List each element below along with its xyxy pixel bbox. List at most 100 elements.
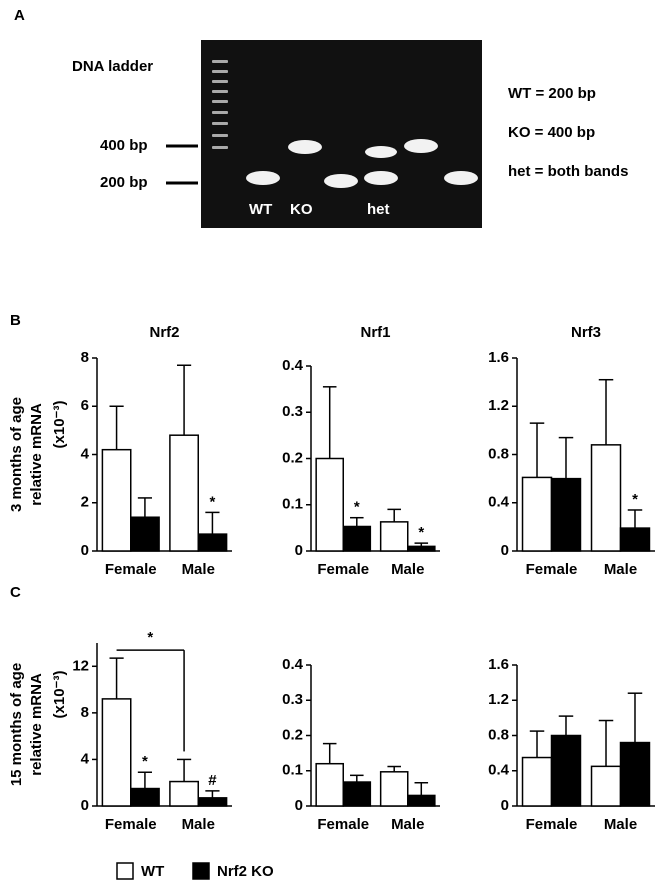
error-bar: [109, 657, 124, 699]
x-tick-label: Male: [182, 816, 215, 833]
bar: [315, 457, 345, 552]
significance-mark: *: [418, 524, 424, 541]
y-tick-label: 6: [81, 397, 89, 414]
bar: [407, 545, 436, 552]
x-tick-label: Female: [526, 561, 578, 578]
y-tick-label: 1.6: [488, 656, 509, 673]
marker-label: 400 bp: [100, 137, 148, 154]
bar: [521, 476, 553, 552]
y-tick-label: 0.1: [282, 762, 303, 779]
bar: [197, 797, 228, 807]
y-tick-label: 8: [81, 704, 89, 721]
bar: [550, 734, 582, 807]
gel-key: het = both bands: [508, 163, 628, 180]
bar: [169, 780, 199, 807]
y-tick-label: 1.2: [488, 397, 509, 414]
bar: [619, 741, 651, 807]
error-bar: [627, 509, 643, 529]
error-bar: [205, 511, 220, 535]
y-axis-label: 15 months of age: [8, 663, 25, 786]
bar: [590, 765, 622, 807]
significance-mark: *: [142, 753, 148, 770]
error-bar: [176, 758, 192, 782]
bar: [619, 527, 651, 552]
legend-label: WT: [141, 863, 164, 880]
y-tick-label: 0: [295, 542, 303, 559]
y-tick-label: 8: [81, 349, 89, 366]
bar: [130, 787, 160, 807]
bar: [379, 771, 409, 807]
marker-label: 200 bp: [100, 174, 148, 191]
bar: [315, 762, 345, 807]
bar: [101, 448, 132, 552]
bar: [521, 756, 553, 807]
lane-label: KO: [290, 201, 313, 218]
x-tick-label: Female: [526, 816, 578, 833]
error-bar: [137, 497, 153, 518]
y-tick-label: 0.4: [488, 762, 510, 779]
y-tick-label: 0.3: [282, 691, 303, 708]
error-bar: [322, 742, 337, 764]
gel-key: WT = 200 bp: [508, 85, 596, 102]
error-bar: [529, 730, 545, 758]
legend-swatch: [192, 862, 210, 880]
significance-mark: *: [354, 499, 360, 516]
error-bar: [414, 781, 429, 796]
error-bar: [137, 771, 153, 789]
panel-label: B: [10, 312, 21, 329]
bar: [197, 533, 228, 552]
legend-swatch: [116, 862, 134, 880]
y-tick-label: 12: [72, 657, 89, 674]
bar: [550, 477, 582, 552]
y-tick-label: 2: [81, 494, 89, 511]
gel-key: KO = 400 bp: [508, 124, 595, 141]
significance-mark: *: [210, 493, 216, 510]
x-tick-label: Female: [105, 816, 157, 833]
lane-label: het: [367, 201, 390, 218]
significance-mark: *: [632, 491, 638, 508]
y-tick-label: 0: [501, 542, 509, 559]
y-tick-label: 4: [81, 750, 90, 767]
y-tick-label: 0.4: [282, 357, 304, 374]
error-bar: [627, 692, 643, 743]
y-axis-label: 3 months of age: [8, 397, 25, 512]
error-bar: [387, 765, 401, 772]
x-tick-label: Female: [105, 561, 157, 578]
bar: [379, 521, 409, 552]
error-bar: [176, 364, 192, 436]
error-bar: [387, 508, 401, 522]
error-bar: [558, 715, 574, 736]
error-bar: [598, 719, 614, 767]
y-tick-label: 0.2: [282, 449, 303, 466]
error-bar: [598, 378, 614, 445]
y-tick-label: 0.1: [282, 496, 303, 513]
x-tick-label: Male: [604, 561, 637, 578]
y-tick-label: 0.4: [488, 494, 510, 511]
y-axis-unit: (x10⁻³): [51, 401, 68, 449]
y-tick-label: 0: [295, 797, 303, 814]
bracket-label: *: [147, 629, 153, 646]
bar: [130, 516, 160, 552]
bar: [101, 698, 132, 807]
bar: [342, 781, 372, 807]
x-tick-label: Male: [391, 561, 424, 578]
y-tick-label: 0.3: [282, 403, 303, 420]
error-bar: [205, 790, 220, 798]
x-tick-label: Male: [604, 816, 637, 833]
y-tick-label: 0.4: [282, 656, 304, 673]
x-tick-label: Male: [391, 816, 424, 833]
y-tick-label: 1.6: [488, 349, 509, 366]
x-tick-label: Male: [182, 561, 215, 578]
x-tick-label: Female: [317, 561, 369, 578]
error-bar: [529, 422, 545, 478]
legend-label: Nrf2 KO: [217, 863, 274, 880]
y-axis-label: relative mRNA: [28, 673, 45, 776]
y-tick-label: 4: [81, 445, 90, 462]
y-tick-label: 1.2: [488, 691, 509, 708]
bar: [590, 444, 622, 552]
x-tick-label: Female: [317, 816, 369, 833]
ladder-label: DNA ladder: [72, 58, 153, 75]
error-bar: [414, 542, 429, 547]
y-tick-label: 0: [81, 797, 89, 814]
y-axis-label: relative mRNA: [28, 403, 45, 506]
